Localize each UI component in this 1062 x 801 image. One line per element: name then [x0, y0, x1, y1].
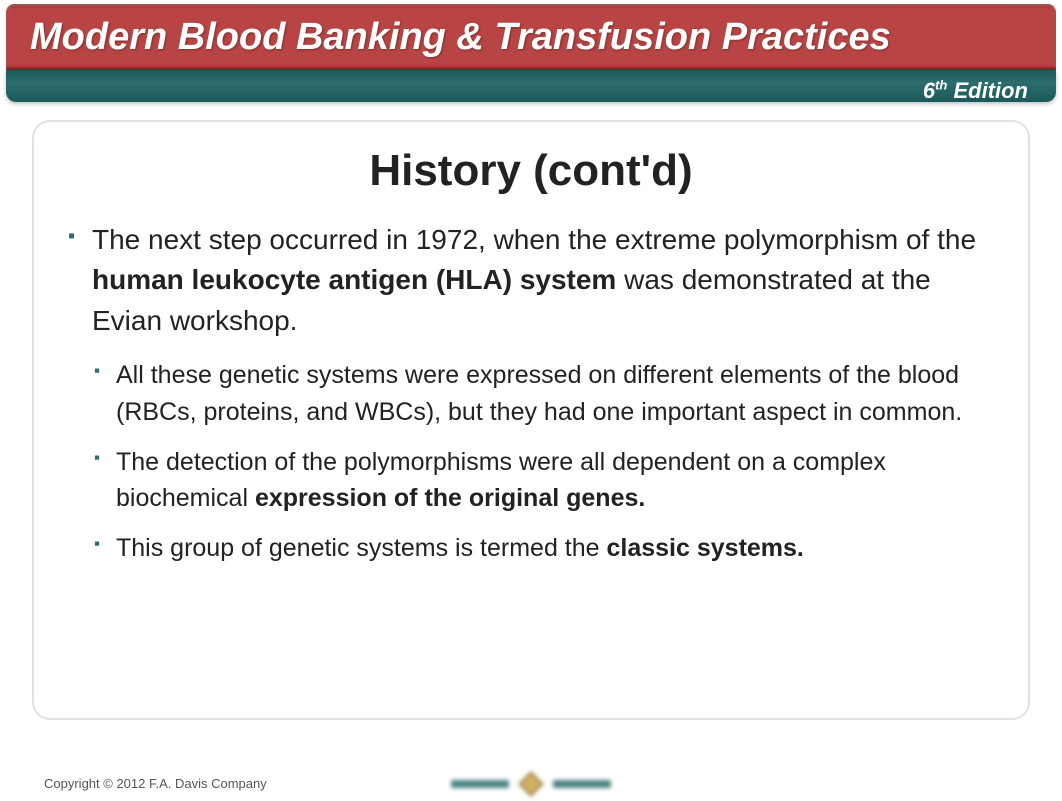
- copyright-text: Copyright © 2012 F.A. Davis Company: [44, 776, 267, 791]
- book-title: Modern Blood Banking & Transfusion Pract…: [30, 16, 1032, 60]
- bullet-main-bold: human leukocyte antigen (HLA) system: [92, 264, 616, 295]
- bullet-sub-1: All these genetic systems were expressed…: [64, 357, 998, 430]
- footer-ornament-icon: [451, 771, 611, 797]
- slide-header: Modern Blood Banking & Transfusion Pract…: [0, 4, 1062, 102]
- content-frame: History (cont'd) The next step occurred …: [32, 120, 1030, 720]
- edition-word: Edition: [947, 78, 1028, 103]
- edition-bar: 6th Edition: [6, 70, 1056, 102]
- title-bar: Modern Blood Banking & Transfusion Pract…: [6, 4, 1056, 70]
- bullet-sub-3-bold: classic systems.: [607, 534, 804, 562]
- bullet-sub-1-pre: All these genetic systems were expressed…: [116, 361, 962, 425]
- bullet-sub-2-bold: expression of the original genes.: [255, 484, 645, 512]
- bullet-sub-3-pre: This group of genetic systems is termed …: [116, 534, 607, 562]
- bullet-sub-2: The detection of the polymorphisms were …: [64, 444, 998, 517]
- bullet-main: The next step occurred in 1972, when the…: [64, 220, 998, 342]
- edition-ordinal: th: [935, 78, 947, 93]
- bullet-sub-3: This group of genetic systems is termed …: [64, 530, 998, 566]
- slide-title: History (cont'd): [64, 146, 998, 196]
- bullet-main-pre: The next step occurred in 1972, when the…: [92, 224, 976, 255]
- edition-number: 6: [923, 78, 935, 103]
- edition-label: 6th Edition: [923, 78, 1028, 103]
